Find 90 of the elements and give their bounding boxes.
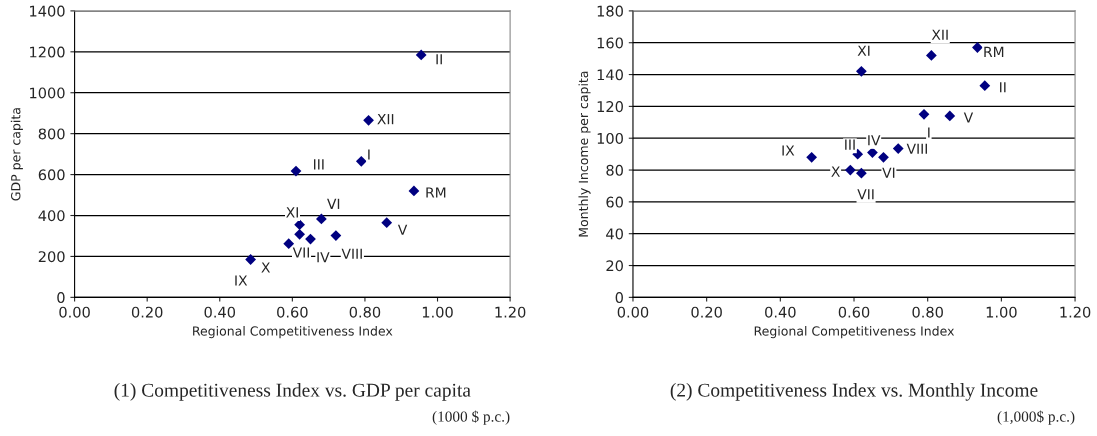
y-tick-label: 600	[38, 169, 65, 181]
x-tick-label: 0.40	[765, 306, 796, 318]
y-tick-label: 200	[38, 251, 65, 263]
y-tick-label: 160	[597, 37, 623, 49]
x-tick-label: 0.40	[204, 306, 236, 318]
annotation: V	[397, 224, 408, 235]
point	[856, 65, 867, 77]
y-tick-label: 0	[57, 292, 65, 304]
x-axis-title: Regional Competitiveness Index	[193, 326, 393, 339]
y-tick-label: 140	[597, 69, 623, 81]
point	[856, 167, 867, 179]
y-tick-label: 20	[606, 260, 623, 272]
y-tick-label: 1000	[30, 87, 65, 99]
x-tick-label: 0.80	[912, 306, 943, 318]
x-tick-label: 0.60	[838, 306, 870, 318]
annotation: V	[963, 112, 974, 123]
text: (1) Competitiveness Index vs. GDP per capita	[114, 383, 471, 401]
y-axis-title: GDP per capita	[10, 108, 23, 201]
point	[355, 155, 367, 167]
point	[294, 219, 305, 231]
annotation: X	[831, 166, 840, 177]
point	[245, 254, 256, 265]
annotation: VI	[327, 198, 340, 209]
y-tick-label: 800	[38, 128, 65, 140]
y-tick-label: 1400	[30, 5, 65, 17]
annotation: RM	[426, 187, 446, 198]
x-tick-label: 0.00	[617, 306, 649, 318]
text: (2) Competitiveness Index vs. Monthly Income	[670, 383, 1038, 401]
annotation: XII	[931, 29, 948, 40]
annotation: XI	[857, 45, 870, 56]
point	[283, 238, 295, 250]
y-tick-label: 180	[597, 5, 623, 17]
text: (1000 $ p.c.)	[432, 410, 510, 425]
point	[294, 228, 305, 240]
point	[926, 50, 937, 61]
x-tick-label: 1.00	[986, 306, 1017, 318]
point	[415, 49, 427, 61]
point	[944, 110, 956, 122]
annotation: III	[314, 159, 324, 170]
x-axis-title: Regional Competitiveness Index	[754, 326, 955, 339]
x-tick-label: 1.20	[495, 306, 526, 318]
y-tick-label: 0	[615, 292, 623, 304]
annotation: VIII	[906, 143, 927, 154]
annotation: II	[436, 54, 442, 65]
annotation: II	[1000, 82, 1006, 93]
text: (1,000$ p.c.)	[997, 410, 1075, 425]
y-tick-label: 100	[597, 132, 623, 144]
annotation: XI	[286, 207, 298, 218]
annotation: I	[368, 149, 370, 160]
annotation: IX	[782, 145, 795, 156]
annotation: XII	[377, 114, 394, 125]
x-tick-label: 0.20	[691, 306, 722, 318]
point	[844, 164, 856, 176]
annotation: VII	[292, 247, 309, 258]
point	[867, 147, 878, 158]
annotation: IV	[868, 135, 881, 146]
annotation: X	[261, 262, 271, 273]
point	[330, 230, 342, 241]
point	[290, 165, 302, 177]
y-tick-label: 40	[606, 228, 623, 240]
x-tick-label: 1.00	[422, 306, 453, 318]
annotation: RM	[984, 46, 1004, 57]
point	[892, 143, 904, 154]
x-tick-label: 0.20	[131, 306, 163, 318]
annotation: VII	[857, 189, 874, 200]
point	[979, 80, 991, 92]
annotation: IX	[235, 275, 248, 286]
y-tick-label: 80	[606, 164, 623, 176]
point	[316, 213, 327, 225]
annotation: VI	[882, 167, 895, 178]
x-tick-label: 1.20	[1060, 306, 1091, 318]
point	[878, 151, 889, 163]
annotation: III	[845, 139, 855, 150]
x-tick-label: 0.60	[277, 306, 308, 318]
point	[408, 185, 420, 197]
point	[972, 42, 983, 53]
y-tick-label: 60	[606, 196, 623, 208]
annotation: IV	[317, 252, 330, 263]
y-tick-label: 120	[597, 101, 623, 113]
point	[363, 114, 374, 126]
y-tick-label: 1200	[30, 46, 65, 58]
y-tick-label: 400	[38, 210, 65, 222]
y-axis-title: Monthly Income per capita	[578, 71, 591, 237]
annotation: I	[928, 127, 930, 138]
x-tick-label: 0.00	[59, 306, 90, 318]
point	[918, 108, 930, 120]
annotation: VIII	[341, 248, 362, 259]
point	[806, 151, 818, 163]
x-tick-label: 0.80	[349, 306, 381, 318]
point	[381, 217, 393, 229]
